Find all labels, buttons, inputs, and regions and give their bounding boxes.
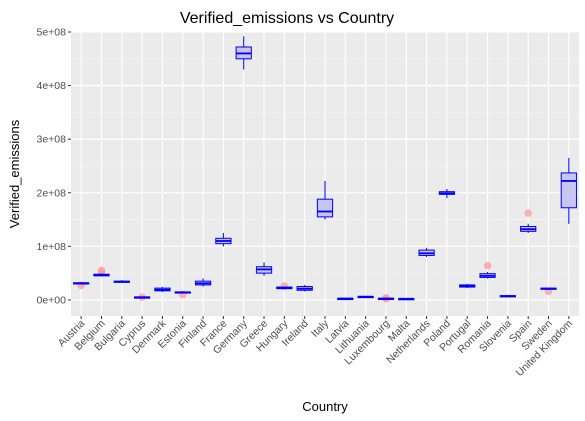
box-latvia	[337, 297, 354, 301]
box-iqr	[316, 198, 334, 218]
box-italy	[316, 180, 334, 220]
outlier-point	[483, 261, 492, 270]
y-tick-label: 4e+08	[37, 80, 67, 92]
y-tick-label: 2e+08	[37, 187, 67, 199]
box-sweden	[540, 287, 557, 296]
y-tick-label: 3e+08	[37, 134, 67, 146]
x-axis: AustriaBelgiumBulgariaCyprusDenmarkEston…	[56, 316, 575, 379]
box-spain	[520, 209, 537, 233]
outlier-point	[524, 209, 532, 217]
y-tick-label: 5e+08	[37, 27, 67, 39]
box-cyprus	[134, 293, 151, 302]
box-denmark	[154, 287, 171, 292]
box-luxembourg	[377, 293, 395, 303]
box-lithuania	[357, 295, 374, 299]
box-estonia	[174, 290, 191, 299]
box-romania	[479, 261, 496, 279]
box-germany	[235, 36, 252, 70]
box-iqr	[560, 172, 577, 209]
box-united-kingdom	[560, 157, 577, 224]
x-axis-title: Country	[302, 399, 348, 414]
box-austria	[73, 281, 90, 290]
box-belgium	[93, 266, 110, 277]
y-tick-label: 0e+00	[37, 294, 67, 306]
outlier-point	[97, 266, 106, 275]
chart-title: Verified_emissions vs Country	[180, 10, 394, 27]
y-axis: 0e+00 1e+08 2e+08 3e+08 4e+08 5e+08	[37, 27, 71, 306]
box-hungary	[276, 282, 293, 290]
box-netherlands	[418, 247, 435, 258]
box-greece	[255, 262, 273, 276]
box-portugal	[459, 283, 476, 289]
box-ireland	[296, 284, 313, 292]
box-bulgaria	[113, 280, 130, 283]
y-axis-title: Verified_emissions	[7, 119, 22, 228]
boxplot-series	[73, 36, 577, 303]
box-finland	[194, 278, 212, 287]
y-tick-label: 1e+08	[37, 241, 67, 253]
box-france	[215, 232, 232, 247]
box-malta	[398, 297, 415, 301]
box-slovenia	[499, 295, 517, 298]
box-poland	[438, 189, 456, 199]
